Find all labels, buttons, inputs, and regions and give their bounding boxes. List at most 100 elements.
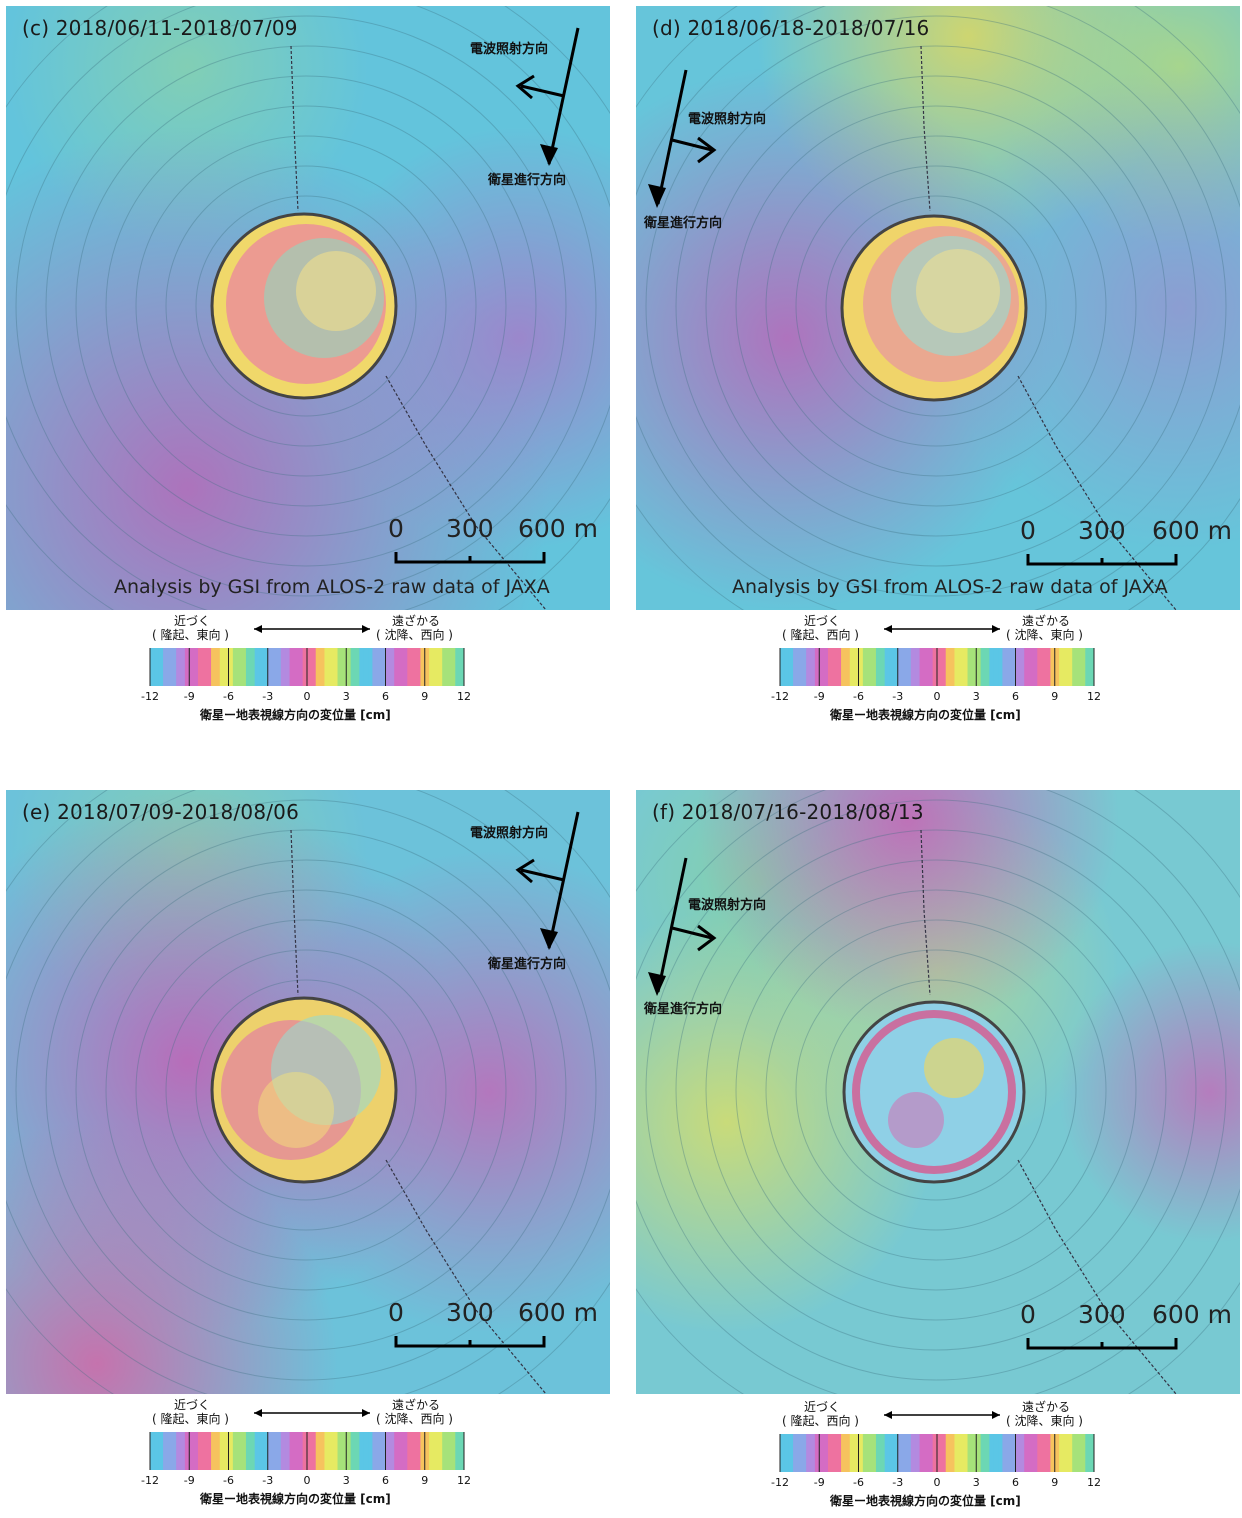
legend-caption: 衛星ー地表視線方向の変位量 [cm] (830, 1494, 1021, 1508)
legend-tick-label: 0 (303, 1474, 311, 1487)
scale-label-0: 0 (1020, 516, 1036, 545)
direction-arrows-icon (515, 27, 580, 166)
legend-tick-label: -3 (892, 1476, 904, 1489)
radar-direction-label: 電波照射方向 (470, 42, 549, 57)
interferogram-map-e (6, 790, 610, 1394)
scale-bar (394, 552, 546, 564)
legend-tick-label: 6 (382, 690, 389, 703)
legend-tick-label: -9 (183, 1474, 195, 1487)
legend-near-sub: ( 隆起、西向 ) (782, 1414, 859, 1428)
scale-bar (394, 1336, 546, 1348)
legend-tick-label: -3 (262, 1474, 274, 1487)
panel-title: (c) 2018/06/11-2018/07/09 (22, 16, 298, 40)
legend-tick-label: 0 (933, 690, 941, 703)
panel-title: (d) 2018/06/18-2018/07/16 (652, 16, 930, 40)
interferogram-map-f (636, 790, 1240, 1394)
legend-near-sub: ( 隆起、西向 ) (782, 628, 859, 642)
legend-far-label: 遠ざかる (392, 1398, 441, 1412)
legend-far-label: 遠ざかる (1022, 1400, 1071, 1414)
legend-tick-label: -12 (141, 1474, 159, 1487)
legend-caption: 衛星ー地表視線方向の変位量 [cm] (830, 708, 1021, 722)
legend-tick-label: 3 (972, 1476, 980, 1489)
interferogram-map-c (6, 6, 610, 610)
orbit-direction-label: 衛星進行方向 (644, 216, 723, 231)
legend-tick-label: -12 (771, 1476, 789, 1489)
scale-label-300: 300 (446, 1298, 494, 1327)
legend-tick-label: -12 (141, 690, 159, 703)
direction-arrows-icon (515, 811, 580, 950)
scale-label-300: 300 (446, 514, 494, 543)
radar-direction-label: 電波照射方向 (470, 826, 549, 841)
legend-tick-label: 6 (382, 1474, 389, 1487)
legend-caption: 衛星ー地表視線方向の変位量 [cm] (200, 708, 391, 722)
scale-label-600: 600 m (518, 1298, 599, 1327)
legend-tick-label: 0 (303, 690, 311, 703)
legend-tick-label: -9 (813, 1476, 825, 1489)
legend-tick-label: 9 (1051, 690, 1059, 703)
panel-e: (e) 2018/07/09-2018/08/06 電波照射方向 衛星進行方向 … (6, 790, 610, 1394)
legend-near-sub: ( 隆起、東向 ) (152, 1412, 229, 1426)
scale-label-300: 300 (1078, 1300, 1126, 1329)
legend-tick-label: -3 (262, 690, 274, 703)
credit-text: Analysis by GSI from ALOS-2 raw data of … (732, 576, 1168, 598)
colorbar (149, 1409, 465, 1470)
legend-tick-label: 6 (1012, 1476, 1019, 1489)
direction-arrows-icon (648, 69, 717, 208)
legend-near-label: 近づく (804, 614, 841, 628)
panel-c: (c) 2018/06/11-2018/07/09 電波照射方向 衛星進行方向 … (6, 6, 610, 610)
legend-near-label: 近づく (174, 1398, 211, 1412)
legend-tick-label: 3 (342, 690, 350, 703)
scale-label-600: 600 m (1152, 516, 1233, 545)
orbit-direction-label: 衛星進行方向 (488, 173, 567, 188)
legend-far-sub: ( 沈降、東向 ) (1006, 1414, 1083, 1428)
scale-bar (1026, 1338, 1178, 1350)
legend-far-sub: ( 沈降、東向 ) (1006, 628, 1083, 642)
orbit-direction-label: 衛星進行方向 (644, 1002, 723, 1017)
legend-tick-label: 0 (933, 1476, 941, 1489)
legend-caption: 衛星ー地表視線方向の変位量 [cm] (200, 1492, 391, 1506)
scale-label-600: 600 m (518, 514, 599, 543)
legend-far-sub: ( 沈降、西向 ) (376, 1412, 453, 1426)
scale-label-0: 0 (388, 1298, 404, 1327)
radar-direction-label: 電波照射方向 (688, 112, 767, 127)
scale-bar (1026, 554, 1178, 566)
legend-tick-label: 6 (1012, 690, 1019, 703)
legend-far-label: 遠ざかる (392, 614, 441, 628)
color-legend-c: 近づく ( 隆起、東向 ) 遠ざかる ( 沈降、西向 ) -12 -9 -6 -3 0 3… (134, 612, 494, 732)
scale-label-300: 300 (1078, 516, 1126, 545)
legend-tick-label: -12 (771, 690, 789, 703)
legend-tick-label: 9 (421, 690, 429, 703)
legend-tick-label: -3 (892, 690, 904, 703)
legend-tick-label: 12 (457, 1474, 471, 1487)
crater-f (842, 1000, 1026, 1184)
crater-c (210, 212, 398, 400)
legend-tick-label: -9 (183, 690, 195, 703)
legend-tick-label: -6 (223, 1474, 234, 1487)
panel-f: (f) 2018/07/16-2018/08/13 電波照射方向 衛星進行方向 … (636, 790, 1240, 1394)
direction-arrows-icon (648, 857, 717, 996)
scale-label-0: 0 (1020, 1300, 1036, 1329)
legend-tick-label: 12 (457, 690, 471, 703)
legend-far-label: 遠ざかる (1022, 614, 1071, 628)
legend-tick-label: 12 (1087, 690, 1101, 703)
legend-near-label: 近づく (174, 614, 211, 628)
legend-near-sub: ( 隆起、東向 ) (152, 628, 229, 642)
radar-direction-label: 電波照射方向 (688, 898, 767, 913)
legend-tick-label: 3 (342, 1474, 350, 1487)
orbit-direction-label: 衛星進行方向 (488, 957, 567, 972)
legend-far-sub: ( 沈降、西向 ) (376, 628, 453, 642)
colorbar (149, 625, 465, 686)
legend-tick-label: -6 (223, 690, 234, 703)
legend-tick-label: 12 (1087, 1476, 1101, 1489)
color-legend-d: 近づく ( 隆起、西向 ) 遠ざかる ( 沈降、東向 ) -12 -9 -6 -3 0 3… (764, 612, 1124, 732)
crater-e (210, 996, 398, 1184)
legend-near-label: 近づく (804, 1400, 841, 1414)
panel-title: (e) 2018/07/09-2018/08/06 (22, 800, 300, 824)
colorbar (779, 1411, 1095, 1472)
legend-tick-label: 3 (972, 690, 980, 703)
scale-label-600: 600 m (1152, 1300, 1233, 1329)
scale-label-0: 0 (388, 514, 404, 543)
credit-text: Analysis by GSI from ALOS-2 raw data of … (114, 576, 550, 598)
color-legend-e: 近づく ( 隆起、東向 ) 遠ざかる ( 沈降、西向 ) -12 -9 -6 -3 0 3… (134, 1396, 494, 1516)
legend-tick-label: -6 (853, 1476, 864, 1489)
